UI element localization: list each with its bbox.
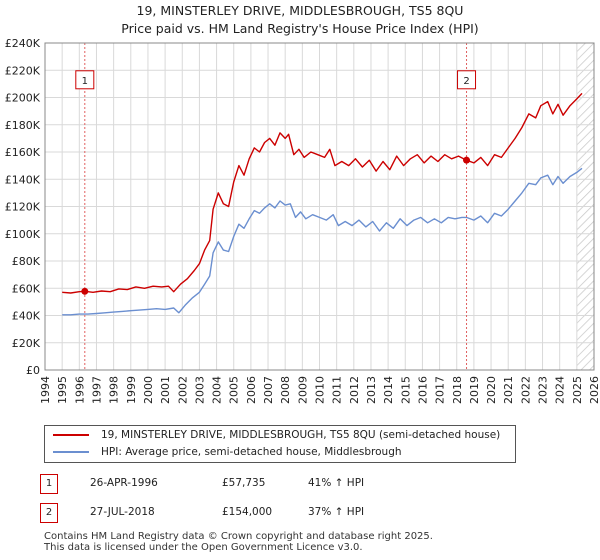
- sale-marker-box-1: [75, 70, 95, 90]
- y-tick-label: £140K: [5, 173, 41, 186]
- legend-swatch-hpi: [53, 451, 89, 453]
- sale-marker-label-1: 1: [82, 76, 88, 87]
- legend-item-hpi: HPI: Average price, semi-detached house,…: [53, 443, 402, 461]
- y-tick-label: £20K: [12, 337, 41, 350]
- x-tick-label: 1995: [56, 376, 69, 404]
- sale-date-1: 26-APR-1996: [90, 477, 158, 489]
- x-tick-label: 2003: [193, 376, 206, 404]
- hpi-series-line: [62, 167, 583, 316]
- x-tick-label: 2015: [399, 376, 412, 404]
- x-tick-label: 2008: [279, 376, 292, 404]
- legend-item-property: 19, MINSTERLEY DRIVE, MIDDLESBROUGH, TS5…: [53, 426, 500, 444]
- y-tick-label: £80K: [12, 255, 41, 268]
- plot-frame: [44, 42, 595, 371]
- x-tick-label: 1997: [90, 376, 103, 404]
- x-tick-label: 2026: [588, 376, 600, 404]
- x-tick-label: 2001: [159, 376, 172, 404]
- x-tick-label: 2025: [571, 376, 584, 404]
- y-tick-label: £240K: [5, 37, 41, 50]
- y-tick-label: £160K: [5, 146, 41, 159]
- sale-price-1: £57,735: [222, 477, 266, 489]
- x-tick-label: 2020: [485, 376, 498, 404]
- x-tick-label: 1996: [73, 376, 86, 404]
- y-tick-label: £220K: [5, 64, 41, 77]
- x-tick-label: 2021: [502, 376, 515, 404]
- x-tick-label: 2011: [331, 376, 344, 404]
- sale-badge-1: 1: [40, 474, 58, 494]
- x-tick-label: 1994: [39, 376, 52, 404]
- legend-label-hpi: HPI: Average price, semi-detached house,…: [101, 446, 402, 458]
- x-tick-label: 2000: [142, 376, 155, 404]
- sale-point-1: [81, 287, 89, 295]
- x-tick-label: 2019: [468, 376, 481, 404]
- x-tick-label: 2018: [451, 376, 464, 404]
- x-tick-label: 2022: [519, 376, 532, 404]
- x-tick-label: 2024: [554, 376, 567, 404]
- x-tick-label: 1998: [108, 376, 121, 404]
- sale-marker-box-2: [457, 70, 477, 90]
- x-tick-label: 2007: [262, 376, 275, 404]
- x-tick-label: 2023: [537, 376, 550, 404]
- sale-date-2: 27-JUL-2018: [90, 506, 155, 518]
- x-tick-label: 2002: [176, 376, 189, 404]
- title-line-2: Price paid vs. HM Land Registry's House …: [121, 21, 479, 36]
- footer-attribution: Contains HM Land Registry data © Crown c…: [44, 531, 433, 553]
- y-tick-label: £120K: [5, 201, 41, 214]
- x-tick-label: 2004: [211, 376, 224, 404]
- x-tick-label: 2006: [245, 376, 258, 404]
- x-tick-label: 2009: [296, 376, 309, 404]
- legend-swatch-property: [53, 434, 89, 436]
- x-tick-label: 2012: [348, 376, 361, 404]
- price-chart: 1 2 £0 £20K £40K £60K £80K £100K £120K £140K £160…: [5, 37, 600, 404]
- y-tick-label: £60K: [12, 282, 41, 295]
- sale-hpi-1: 41% ↑ HPI: [308, 477, 365, 489]
- footer-line-1: Contains HM Land Registry data © Crown c…: [44, 531, 433, 542]
- y-tick-label: £200K: [5, 92, 41, 105]
- x-tick-label: 2016: [416, 376, 429, 404]
- x-tick-label: 2010: [314, 376, 327, 404]
- sale-hpi-2: 37% ↑ HPI: [308, 506, 365, 518]
- y-tick-label: £180K: [5, 119, 41, 132]
- legend-label-property: 19, MINSTERLEY DRIVE, MIDDLESBROUGH, TS5…: [101, 429, 501, 441]
- footer-line-2: This data is licensed under the Open Gov…: [44, 542, 363, 553]
- y-tick-label: £40K: [12, 310, 41, 323]
- y-tick-label: £0: [26, 364, 40, 377]
- sale-badge-2: 2: [40, 503, 58, 523]
- sale-marker-label-2: 2: [463, 76, 469, 87]
- x-tick-label: 1999: [125, 376, 138, 404]
- chart-legend: 19, MINSTERLEY DRIVE, MIDDLESBROUGH, TS5…: [44, 425, 516, 463]
- property-series-line: [62, 92, 583, 294]
- x-tick-label: 2005: [228, 376, 241, 404]
- sale-price-2: £154,000: [222, 506, 273, 518]
- y-tick-label: £100K: [5, 228, 41, 241]
- title-line-1: 19, MINSTERLEY DRIVE, MIDDLESBROUGH, TS5…: [136, 3, 464, 18]
- sale-point-2: [463, 156, 471, 164]
- chart-title: 19, MINSTERLEY DRIVE, MIDDLESBROUGH, TS5…: [0, 2, 600, 38]
- x-tick-label: 2014: [382, 376, 395, 404]
- x-tick-label: 2017: [434, 376, 447, 404]
- x-tick-label: 2013: [365, 376, 378, 404]
